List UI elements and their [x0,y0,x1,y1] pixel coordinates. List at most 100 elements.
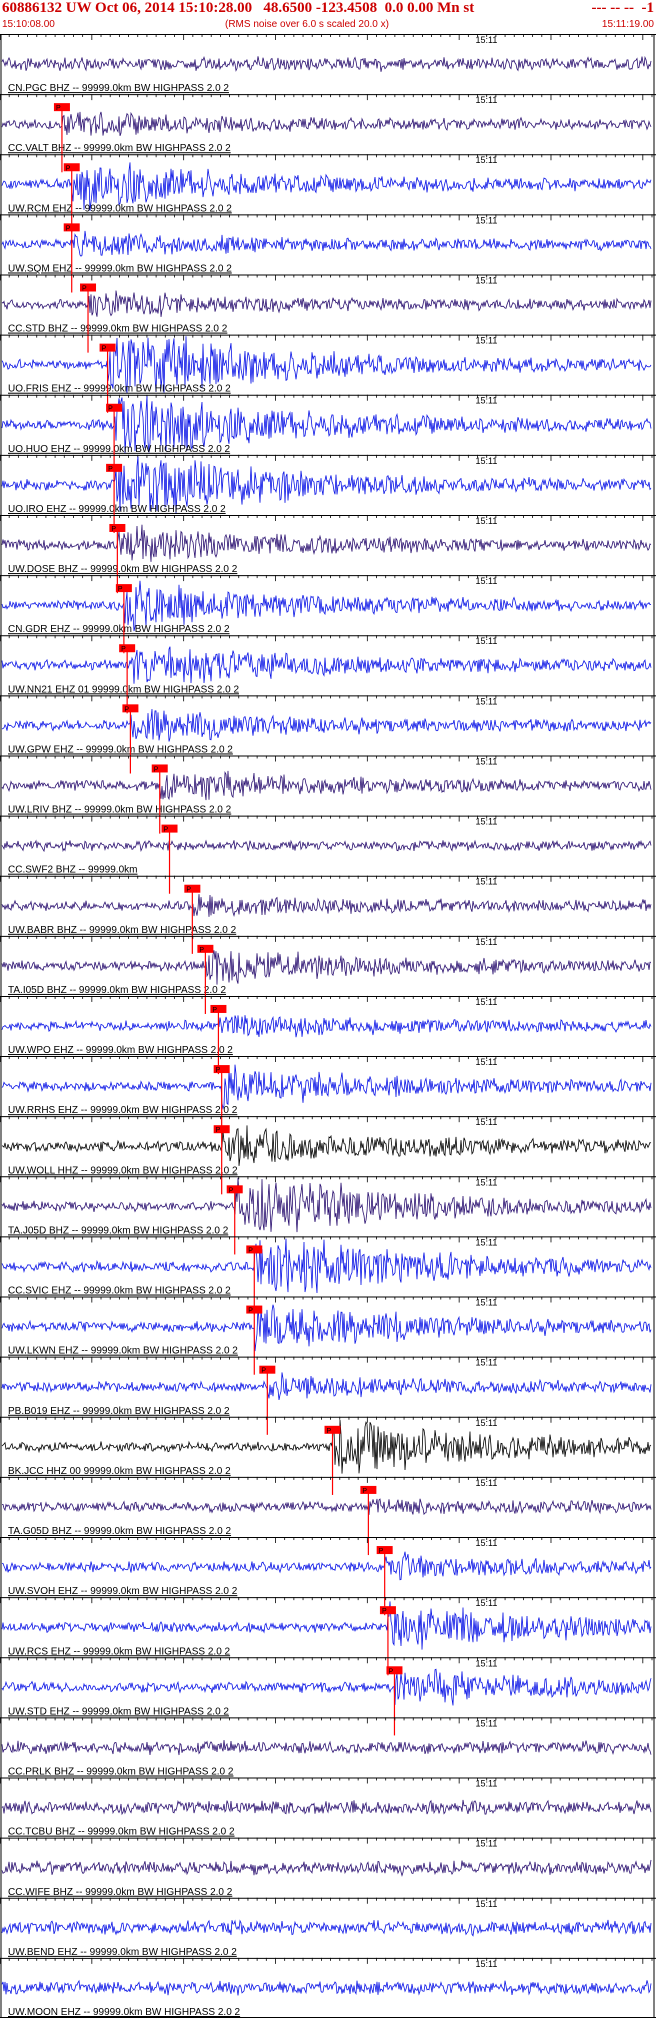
station-label: UW.LRIV BHZ -- 99999.0km BW HIGHPASS 2.0… [8,805,232,816]
minute-marker: 15:11 [476,1358,498,1368]
pick-flag [122,704,139,713]
waveform [1,1799,652,1816]
pick-label: P [212,1007,217,1014]
trace-8: 15:11 UO.IRO EHZ -- 99999.0km BW HIGHPASS… [0,454,656,534]
pick-label: P [108,406,113,413]
pick-flag [246,1305,263,1314]
station-label: UW.SQM EHZ -- 99999.0km BW HIGHPASS 2.0 … [8,263,232,274]
minute-marker: 15:11 [476,1899,498,1909]
seismogram-plot: 15:11 CN.PGC BHZ -- 99999.0km BW HIGHPASS… [0,34,656,2018]
pick-flag [151,764,168,773]
station-label: UW.GPW EHZ -- 99999.0km BW HIGHPASS 2.0 … [8,744,233,755]
trace-23: 15:11 PB.B019 EHZ -- 99999.0km BW HIGHPAS… [0,1356,656,1435]
minute-marker: 15:11 [476,456,498,466]
trace-11: 15:11 UW.NN21 EHZ 01 99999.0km BW HIGHPAS… [0,635,656,714]
minute-marker: 15:11 [476,95,498,105]
waveform [1,1740,652,1756]
trace-22: 15:11 UW.LKWN EHZ -- 99999.0km BW HIGHPAS… [0,1296,656,1375]
minute-marker: 15:11 [476,1718,498,1728]
trace-4: 15:11 UW.SQM EHZ -- 99999.0km BW HIGHPASS… [0,214,656,293]
waveform [1,1668,652,1706]
waveform [1,770,652,801]
trace-24: 15:11 BK.JCC HHZ 00 99999.0km BW HIGHPASS… [0,1416,656,1495]
pick-flag [109,523,126,532]
record-header: 60886132 UW Oct 06, 2014 15:10:28.00 48.… [0,0,656,36]
pick-label: P [362,1488,367,1495]
station-label: UW.RCM EHZ -- 99999.0km BW HIGHPASS 2.0 … [8,203,232,214]
pick-label: P [216,1067,221,1074]
pick-label: P [66,225,71,232]
minute-marker: 15:11 [476,1298,498,1308]
waveform [1,839,652,853]
waveform [1,396,652,454]
minute-marker: 15:11 [476,1839,498,1849]
waveform [1,1015,652,1038]
pick-label: P [248,1247,253,1254]
trace-6: 15:11 UO.FRIS EHZ -- 99999.0km BW HIGHPAS… [0,334,656,413]
minute-marker: 15:11 [476,1418,498,1428]
minute-marker: 15:11 [476,937,498,947]
pick-flag [184,884,201,893]
minute-marker: 15:11 [476,275,498,285]
minute-marker: 15:11 [476,1057,498,1067]
station-label: PB.B019 EHZ -- 99999.0km BW HIGHPASS 2.0… [8,1406,230,1417]
rms-note: (RMS noise over 6.0 s scaled 20.0 x) [225,19,389,30]
pick-label: P [108,466,113,473]
station-label: UW.SVOH EHZ -- 99999.0km BW HIGHPASS 2.0… [8,1586,238,1597]
pick-label: P [102,346,107,353]
pick-flag [63,223,80,232]
pick-flag [210,1004,227,1013]
station-label: UW.WOLL HHZ -- 99999.0km BW HIGHPASS 2.0… [8,1165,238,1176]
waveform [1,162,652,211]
trace-15: 15:11 UW.BABR BHZ -- 99999.0km BW HIGHPAS… [0,875,656,954]
trace-32: 15:11 UW.BEND EHZ -- 99999.0km BW HIGHPAS… [0,1897,656,1958]
waveform [1,894,652,917]
pick-flag [324,1425,341,1434]
trace-28: 15:11 UW.STD EHZ -- 99999.0km BW HIGHPASS… [0,1657,656,1736]
pick-label: P [56,105,61,112]
waveform [1,1601,652,1650]
pick-label: P [382,1608,387,1615]
trace-1: 15:11 CN.PGC BHZ -- 99999.0km BW HIGHPASS… [0,34,656,94]
station-label: UW.STD EHZ -- 99999.0km BW HIGHPASS 2.0 … [8,1706,229,1717]
minute-marker: 15:11 [476,336,498,346]
pick-label: P [261,1368,266,1375]
minute-marker: 15:11 [476,696,498,706]
station-label: TA.I05D BHZ -- 99999.0km BW HIGHPASS 2.0… [8,985,226,996]
pick-label: P [164,827,169,834]
pick-label: P [121,646,126,653]
minute-marker: 15:11 [476,1658,498,1668]
pick-flag [360,1485,377,1494]
trace-30: 15:11 CC.TCBU BHZ -- 99999.0km BW HIGHPAS… [0,1777,656,1838]
minute-marker: 15:11 [476,877,498,887]
waveform [1,456,652,514]
pick-flag [246,1245,263,1254]
pick-label: P [229,1187,234,1194]
trace-16: 15:11 TA.I05D BHZ -- 99999.0km BW HIGHPAS… [0,935,656,1014]
pick-label: P [82,286,87,293]
waveform [1,1419,652,1474]
trace-33: 15:11 UW.MOON EHZ -- 99999.0km BW HIGHPAS… [0,1957,656,2018]
trace-26: 15:11 UW.SVOH EHZ -- 99999.0km BW HIGHPAS… [0,1537,656,1616]
waveform [2,1498,652,1516]
trace-5: 15:11 CC.STD BHZ -- 99999.0km BW HIGHPASS… [0,274,656,353]
minute-marker: 15:11 [476,1959,498,1969]
trace-18: 15:11 UW.RRHS EHZ -- 99999.0km BW HIGHPAS… [0,1056,656,1135]
minute-marker: 15:11 [476,516,498,526]
minute-marker: 15:11 [476,155,498,165]
station-label: UW.MOON EHZ -- 99999.0km BW HIGHPASS 2.0… [8,2007,241,2018]
trace-12: 15:11 UW.GPW EHZ -- 99999.0km BW HIGHPASS… [0,695,656,774]
waveform [1,580,652,632]
waveform [1,1919,652,1937]
pick-flag [99,343,116,352]
minute-marker: 15:11 [476,756,498,766]
station-label: UO.HUO EHZ -- 99999.0km BW HIGHPASS 2.0 … [8,444,231,455]
pick-label: P [124,706,129,713]
pick-label: P [379,1548,384,1555]
start-time: 15:10:08.00 [2,19,55,30]
station-label: CC.STD BHZ -- 99999.0km BW HIGHPASS 2.0 … [8,324,228,335]
trace-27: 15:11 UW.RCS EHZ -- 99999.0km BW HIGHPASS… [0,1597,656,1676]
waveform [1,1551,652,1581]
minute-marker: 15:11 [476,1117,498,1127]
trace-25: 15:11 TA.G05D BHZ -- 99999.0km BW HIGHPAS… [0,1476,656,1556]
